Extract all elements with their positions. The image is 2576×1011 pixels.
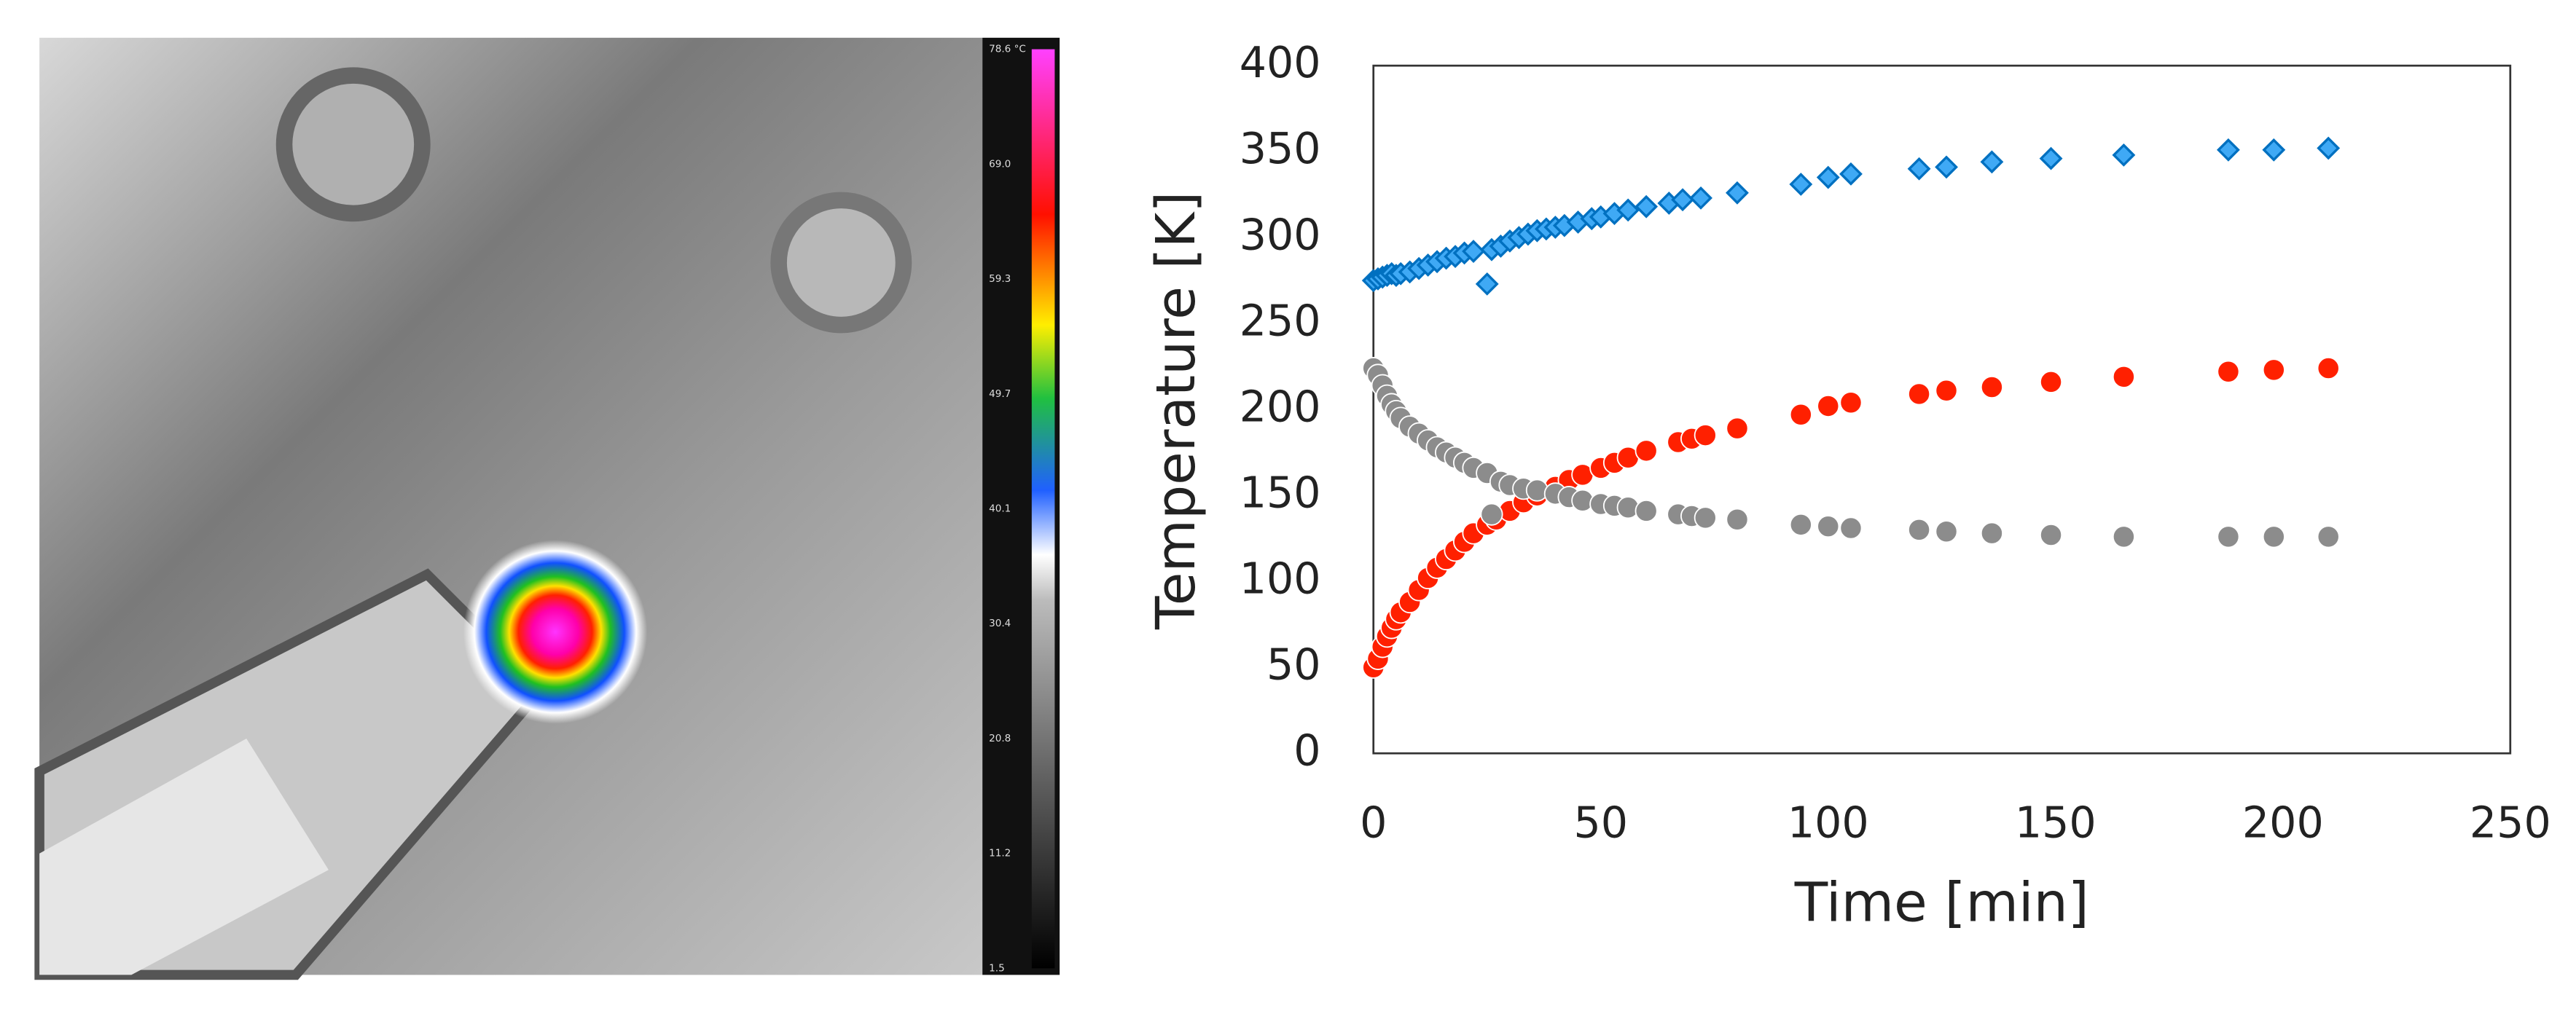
point — [1475, 272, 1499, 296]
point — [1616, 198, 1640, 222]
point — [1839, 162, 1863, 186]
colorbar-label: 20.8 — [989, 733, 1011, 744]
point — [1935, 379, 1958, 402]
point — [2112, 365, 2135, 388]
colorbar-label: 49.7 — [989, 388, 1011, 400]
colorbar-label: 30.4 — [989, 618, 1011, 629]
y-tick-label: 150 — [1240, 468, 1321, 517]
point — [1462, 240, 1485, 263]
point — [2039, 146, 2063, 170]
point — [1907, 157, 1931, 181]
screw — [275, 67, 431, 222]
point — [1817, 515, 1840, 538]
point — [2317, 136, 2341, 160]
point — [1789, 513, 1812, 536]
point — [2217, 525, 2240, 548]
y-tick-label: 100 — [1240, 554, 1321, 603]
colorbar-label: 78.6 °C — [989, 44, 1026, 55]
thermal-image — [34, 37, 1060, 980]
x-tick-label: 0 — [1360, 798, 1387, 848]
point — [1694, 424, 1717, 447]
point — [1980, 150, 2004, 174]
y-tick-label: 300 — [1240, 210, 1321, 259]
x-axis-title: Time [min] — [1794, 870, 2089, 934]
point — [2216, 138, 2240, 162]
hot-spot — [463, 540, 648, 724]
point — [1839, 391, 1863, 414]
point — [1789, 403, 1812, 426]
x-tick-label: 200 — [2242, 798, 2324, 848]
point — [1980, 375, 2003, 399]
point — [1694, 506, 1717, 530]
colorbar-label: 59.3 — [989, 273, 1011, 285]
x-tick-label: 100 — [1788, 798, 1869, 848]
point — [1980, 522, 2003, 545]
point — [2112, 143, 2136, 167]
y-tick-label: 250 — [1240, 296, 1321, 345]
point — [1908, 382, 1931, 406]
point — [1689, 186, 1712, 210]
y-tick-label: 50 — [1267, 640, 1321, 689]
point — [1671, 188, 1694, 212]
point — [1908, 518, 1931, 541]
point — [1635, 439, 1658, 463]
y-tick-label: 0 — [1293, 725, 1320, 775]
colorbar-label: 69.0 — [989, 158, 1011, 170]
point — [2112, 525, 2135, 548]
y-tick-label: 400 — [1240, 38, 1321, 87]
point — [2039, 370, 2063, 393]
point — [1839, 516, 1863, 540]
plot-frame — [1372, 64, 2512, 755]
y-tick-label: 200 — [1240, 382, 1321, 431]
colorbar — [1031, 49, 1055, 969]
point — [1789, 173, 1813, 196]
colorbar-label: 40.1 — [989, 503, 1011, 515]
point — [2262, 525, 2285, 548]
point — [2039, 523, 2063, 547]
point — [1935, 520, 1958, 543]
point — [1935, 155, 1958, 179]
point — [1726, 508, 1749, 531]
point — [1726, 181, 1749, 205]
point — [1635, 194, 1659, 219]
point — [2262, 358, 2285, 382]
point — [1816, 165, 1840, 189]
point — [1480, 503, 1503, 526]
colorbar-label: 1.5 — [989, 962, 1005, 974]
point — [2317, 525, 2340, 548]
point — [1726, 417, 1749, 440]
colorbar-label: 11.2 — [989, 848, 1011, 859]
point — [1635, 499, 1658, 522]
x-tick-label: 150 — [2015, 798, 2097, 848]
point — [2217, 360, 2240, 383]
hose — [39, 738, 329, 975]
x-tick-label: 250 — [2470, 798, 2551, 848]
point — [2262, 138, 2286, 162]
y-tick-label: 350 — [1240, 124, 1321, 173]
point — [1817, 394, 1840, 418]
x-tick-label: 50 — [1573, 798, 1628, 848]
screw — [770, 192, 912, 334]
point — [2317, 356, 2340, 380]
y-axis-title: Temperature [K] — [1144, 192, 1207, 630]
